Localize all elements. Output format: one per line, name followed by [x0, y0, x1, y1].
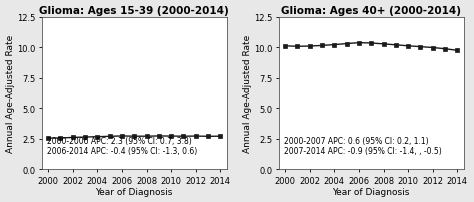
- Text: 2000-2006 APC: 2.3 (95% CI: 0.7, 3.8)
2006-2014 APC: -0.4 (95% CI: -1.3, 0.6): 2000-2006 APC: 2.3 (95% CI: 0.7, 3.8) 20…: [47, 136, 198, 156]
- Y-axis label: Annual Age-Adjusted Rate: Annual Age-Adjusted Rate: [6, 35, 15, 153]
- Title: Glioma: Ages 15-39 (2000-2014): Glioma: Ages 15-39 (2000-2014): [39, 5, 229, 16]
- X-axis label: Year of Diagnosis: Year of Diagnosis: [333, 187, 410, 197]
- Text: 2000-2007 APC: 0.6 (95% CI: 0.2, 1.1)
2007-2014 APC: -0.9 (95% CI: -1.4, , -0.5): 2000-2007 APC: 0.6 (95% CI: 0.2, 1.1) 20…: [284, 136, 442, 156]
- Title: Glioma: Ages 40+ (2000-2014): Glioma: Ages 40+ (2000-2014): [281, 5, 461, 16]
- Y-axis label: Annual Age-Adjusted Rate: Annual Age-Adjusted Rate: [243, 35, 252, 153]
- X-axis label: Year of Diagnosis: Year of Diagnosis: [96, 187, 173, 197]
